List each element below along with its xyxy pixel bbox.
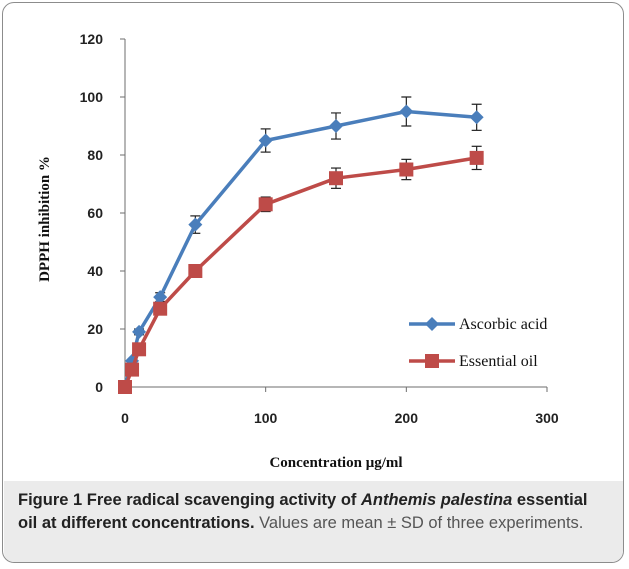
x-tick-label: 100 [254,410,278,426]
series-line-essential-oil [123,156,477,388]
chart-area: 0 20 40 60 80 100 120 0 100 200 300 Concentration μ… [3,3,623,481]
data-point-square [258,197,273,212]
y-tick-label: 120 [80,31,104,47]
caption-species-name: Anthemis palestina [360,491,513,509]
y-tick-label: 80 [87,147,103,163]
data-point-square [469,150,484,165]
data-point-diamond [329,119,343,133]
caption-note: Values are mean ± SD of three experiment… [259,514,584,532]
data-point-diamond [469,110,484,125]
data-point-square [132,342,147,357]
data-point-square [329,171,343,186]
y-tick-label: 20 [87,321,103,337]
data-point-diamond [258,133,273,148]
figure-frame: 0 20 40 60 80 100 120 0 100 200 300 Concentration μ… [2,2,624,563]
data-point-diamond [132,324,147,339]
data-point-square [153,301,168,316]
legend-marker-square [425,354,439,368]
y-tick-label: 100 [80,89,104,105]
x-tick-label: 0 [121,410,129,426]
y-tick-label: 40 [87,263,103,279]
series-line-ascorbic-acid [123,109,477,388]
data-point-square [188,264,203,278]
x-tick-label: 200 [395,410,419,426]
y-tick-label: 0 [95,379,103,395]
data-point-diamond [153,290,168,305]
caption-title-end: essential oil at different concentration… [18,491,588,532]
y-tick-label: 60 [87,205,103,221]
legend-label: Ascorbic acid [459,316,547,333]
legend-label: Essential oil [459,353,538,370]
figure-label: Figure 1 [18,491,83,509]
line-chart: 0 20 40 60 80 100 120 0 100 200 300 Concentration μ… [37,31,559,471]
data-point-square [125,362,140,377]
x-axis-title: Concentration μg/ml [269,455,402,471]
data-point-square [399,162,414,177]
legend-marker-diamond [425,317,439,331]
x-tick-label: 300 [535,410,559,426]
y-axis-title: DPPH inhibition % [37,156,53,282]
data-point-diamond [399,104,414,119]
data-point-diamond [188,217,203,232]
figure-caption: Figure 1 Free radical scavenging activit… [4,481,623,562]
caption-title-start: Free radical scavenging activity of [86,491,357,509]
data-point-square [118,380,132,394]
